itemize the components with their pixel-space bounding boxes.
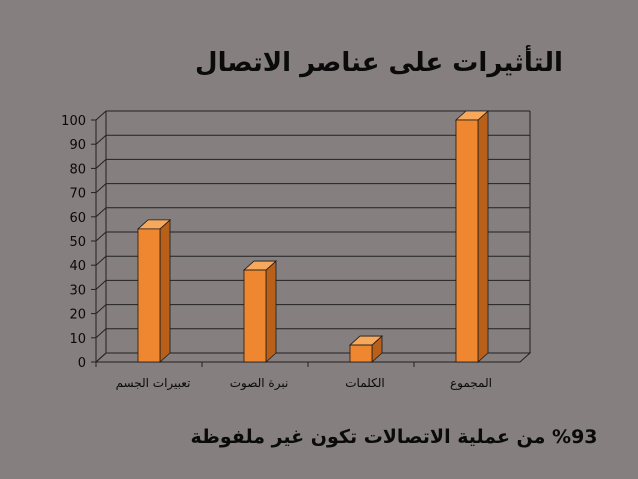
x-tick-label: نبرة الصوت	[230, 376, 289, 391]
tick-labels: 0 10 20 30 40 50 60 70 80 90 100 تعبيرات الجسم نبرة …	[61, 114, 492, 391]
y-tick-label: 70	[69, 187, 86, 202]
gridline-diagonal	[95, 159, 107, 169]
caption-text: %93 من عملية الاتصالات تكون غير ملفوظة	[190, 426, 598, 448]
x-tick-label: تعبيرات الجسم	[116, 376, 191, 391]
slide-title: التأثيرات على عناصر الاتصال	[195, 48, 563, 78]
bar-front	[455, 119, 479, 363]
bar	[454, 110, 490, 363]
y-tick-label: 100	[61, 114, 86, 129]
chart-container: 0 10 20 30 40 50 60 70 80 90 100 تعبيرات الجسم نبرة …	[0, 100, 638, 410]
bar-side	[159, 219, 171, 363]
gridline-diagonal	[95, 183, 107, 193]
bars	[136, 110, 490, 363]
x-tick-label: الكلمات	[345, 376, 384, 390]
chart-floor	[94, 352, 532, 363]
bar	[242, 260, 278, 363]
y-tick-label: 90	[69, 138, 86, 153]
y-tick-label: 10	[69, 332, 86, 347]
bar-front	[137, 228, 161, 363]
gridline-diagonal	[95, 255, 107, 266]
y-tick-label: 30	[69, 283, 86, 298]
x-tick-label: المجموع	[450, 376, 492, 391]
bar	[348, 335, 384, 363]
y-tick-label: 40	[69, 259, 86, 274]
bar-side	[477, 110, 489, 363]
gridline-diagonal	[95, 231, 107, 242]
axes	[91, 111, 532, 367]
bar-side	[265, 260, 277, 363]
y-tick-label: 80	[69, 162, 86, 177]
y-tick-label: 0	[78, 356, 86, 371]
gridline-diagonal	[95, 304, 107, 314]
gridline-diagonal	[95, 110, 107, 121]
gridline-diagonal	[95, 280, 107, 290]
gridline-diagonal	[95, 134, 107, 145]
bar-front	[349, 344, 373, 363]
y-tick-label: 50	[69, 235, 86, 250]
bar-front	[243, 269, 267, 363]
y-tick-label: 60	[69, 211, 86, 226]
gridline-diagonal	[95, 207, 107, 218]
y-tick-label: 20	[69, 308, 86, 323]
bar-chart: 0 10 20 30 40 50 60 70 80 90 100 تعبيرات الجسم نبرة …	[61, 110, 532, 391]
gridline-diagonal	[95, 328, 107, 339]
bar	[136, 219, 172, 363]
